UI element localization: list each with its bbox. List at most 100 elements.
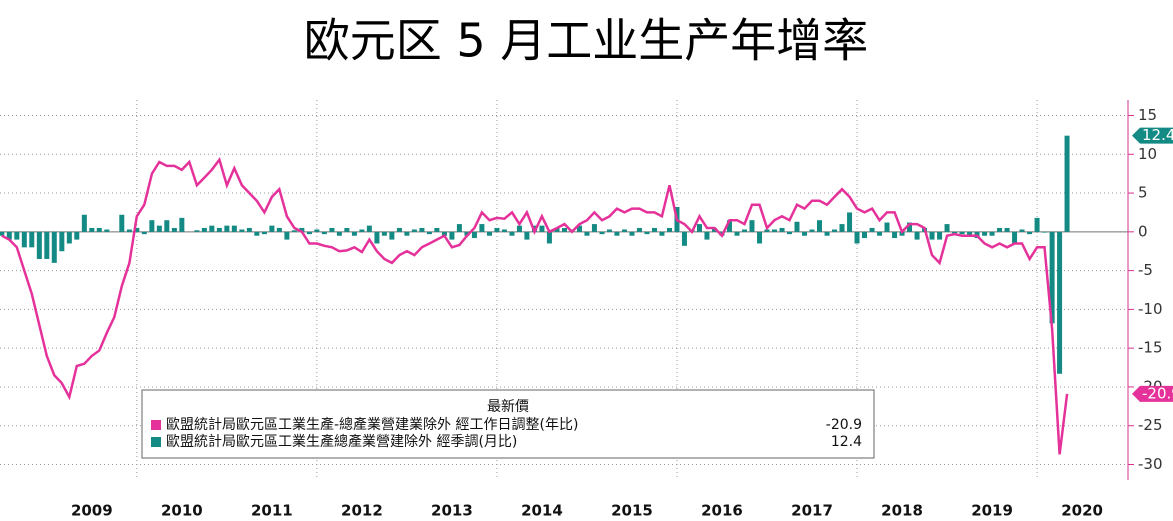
x-tick-label: 2018 [881, 502, 923, 520]
bar [764, 229, 770, 232]
bar [561, 227, 567, 232]
bar [419, 227, 425, 232]
bar [314, 229, 320, 232]
x-tick-label: 2015 [611, 502, 653, 520]
bar [1019, 229, 1025, 232]
bar [14, 231, 20, 240]
bar [306, 231, 312, 235]
legend-box [141, 389, 875, 459]
bar [516, 225, 522, 232]
bar [1042, 231, 1048, 233]
bar [749, 220, 755, 232]
bar [591, 224, 597, 232]
bar [194, 230, 200, 232]
bar [929, 231, 935, 240]
bar [209, 225, 215, 232]
bar [494, 227, 500, 232]
bar [1004, 227, 1010, 232]
bar [989, 231, 995, 236]
legend-value: 12.4 [831, 434, 862, 450]
bar [802, 231, 808, 236]
x-tick-label: 2010 [161, 502, 203, 520]
bar [396, 227, 402, 232]
bar [1049, 231, 1055, 324]
bar [599, 231, 605, 235]
x-tick-label: 2013 [431, 502, 473, 520]
bar [464, 231, 470, 236]
x-tick-label: 2009 [71, 502, 113, 520]
bar [231, 225, 237, 232]
bar [726, 220, 732, 232]
bar [134, 227, 140, 232]
bar [0, 231, 5, 236]
bar [381, 231, 387, 236]
bar [779, 227, 785, 232]
bar [636, 227, 642, 232]
line [1, 156, 1069, 455]
y-tick-label: -15 [1138, 339, 1163, 357]
bar [456, 224, 462, 232]
bar [426, 231, 432, 235]
bar [404, 231, 410, 236]
legend-value: -20.9 [826, 417, 862, 433]
bar [449, 231, 455, 240]
bar [809, 229, 815, 232]
bar [501, 229, 507, 232]
bar [914, 231, 920, 240]
bar [1034, 217, 1040, 232]
bar [1012, 231, 1018, 244]
bar [21, 231, 27, 248]
bar [299, 227, 305, 232]
bar [899, 231, 905, 236]
bar [771, 229, 777, 232]
bar [734, 231, 740, 236]
y-tick-label: 10 [1138, 145, 1157, 163]
x-tick-label: 2012 [341, 502, 383, 520]
bar [861, 231, 867, 239]
bar [246, 227, 252, 232]
bar [576, 225, 582, 232]
bar [704, 231, 710, 240]
bar [239, 229, 245, 232]
bar [629, 231, 635, 236]
legend-title: 最新價 [487, 398, 529, 415]
bar [787, 231, 793, 235]
bar [614, 231, 620, 236]
bar [344, 227, 350, 232]
bar [847, 212, 853, 232]
bar [351, 231, 357, 236]
bar [854, 231, 860, 244]
bar [126, 229, 132, 232]
legend-swatch [151, 437, 161, 447]
legend-swatch [151, 420, 161, 430]
bar [644, 231, 650, 235]
x-tick-label: 2019 [971, 502, 1013, 520]
bar [66, 231, 72, 244]
value-callout-label: -20.9 [1142, 384, 1173, 402]
bar [794, 221, 800, 232]
x-tick-label: 2020 [1061, 502, 1103, 520]
bar [944, 224, 950, 232]
bar [291, 230, 297, 232]
x-tick-label: 2014 [521, 502, 563, 520]
bar [877, 231, 883, 236]
bar [89, 227, 95, 232]
bar [321, 231, 327, 235]
bar [659, 231, 665, 236]
bar [359, 229, 365, 232]
y-tick-label: 15 [1138, 106, 1157, 124]
bar [486, 231, 492, 236]
bar [164, 220, 170, 232]
bar [832, 229, 838, 232]
bar [171, 227, 177, 232]
y-tick-label: -25 [1138, 416, 1163, 434]
value-callout [1132, 385, 1173, 402]
bar [6, 231, 12, 240]
bar [824, 231, 830, 236]
x-tick-label: 2016 [701, 502, 743, 520]
bar [434, 227, 440, 232]
bar [584, 231, 590, 236]
bar [479, 224, 485, 232]
bar [539, 225, 545, 232]
